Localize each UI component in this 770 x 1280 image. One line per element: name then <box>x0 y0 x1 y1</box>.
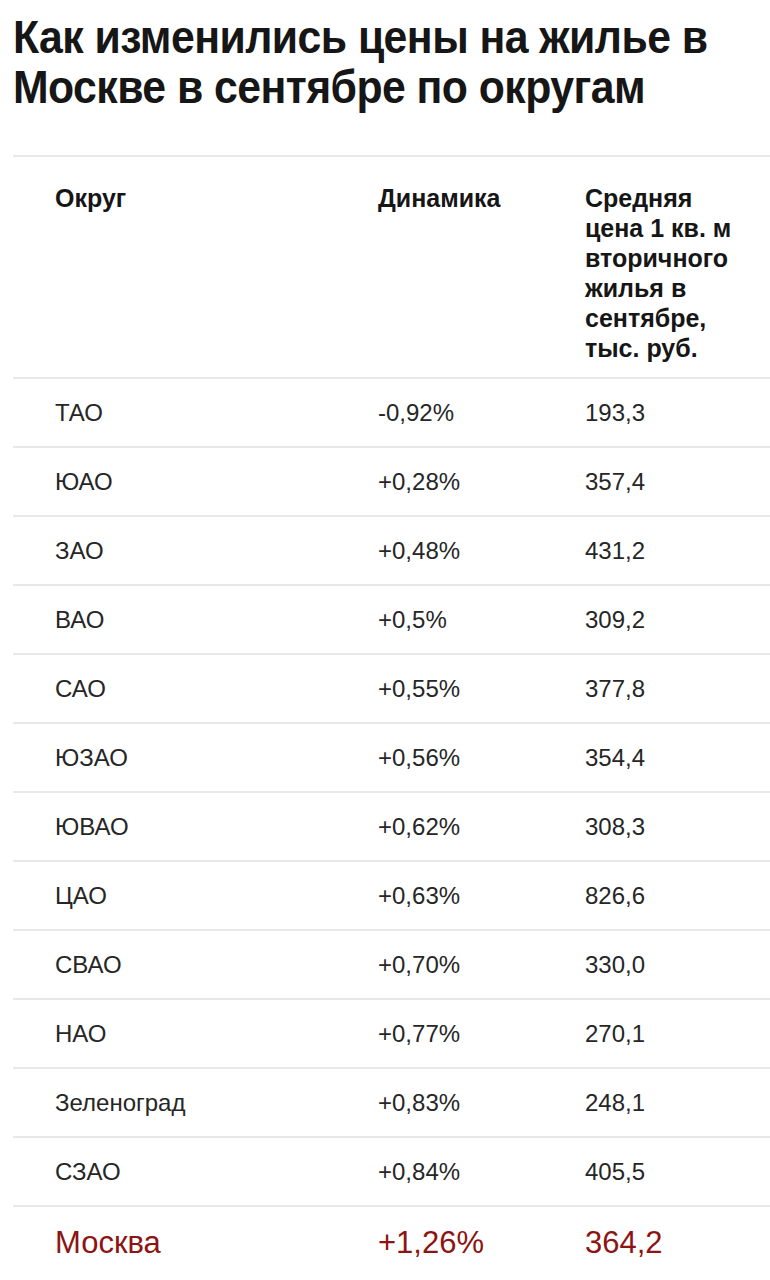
table-row: ЦАО +0,63% 826,6 <box>13 860 770 929</box>
dynamics-cell: +0,62% <box>378 813 585 841</box>
dynamics-cell: +0,5% <box>378 606 585 634</box>
price-cell: 826,6 <box>585 882 770 910</box>
table-body: ТАО -0,92% 193,3 ЮАО +0,28% 357,4 ЗАО +0… <box>13 377 770 1205</box>
district-cell: СЗАО <box>55 1158 378 1186</box>
district-cell: Зеленоград <box>55 1089 378 1117</box>
price-cell: 193,3 <box>585 399 770 427</box>
page-title-line-2: Москве в сентябре по округам <box>13 62 717 112</box>
price-cell: 248,1 <box>585 1089 770 1117</box>
dynamics-cell: +0,28% <box>378 468 585 496</box>
district-cell: СВАО <box>55 951 378 979</box>
price-cell: 377,8 <box>585 675 770 703</box>
price-cell: 354,4 <box>585 744 770 772</box>
table-header-row: Округ Динамика Средняя цена 1 кв. м втор… <box>13 155 770 377</box>
table-row: ЮВАО +0,62% 308,3 <box>13 791 770 860</box>
price-cell: 270,1 <box>585 1020 770 1048</box>
district-cell: ЗАО <box>55 537 378 565</box>
district-cell: ЮВАО <box>55 813 378 841</box>
dynamics-cell: +0,55% <box>378 675 585 703</box>
price-cell: 431,2 <box>585 537 770 565</box>
dynamics-cell: +0,56% <box>378 744 585 772</box>
table-row: ЮАО +0,28% 357,4 <box>13 446 770 515</box>
table-row: САО +0,55% 377,8 <box>13 653 770 722</box>
summary-dynamics-cell: +1,26% <box>378 1225 585 1261</box>
page-title: Как изменились цены на жилье в Москве в … <box>13 12 717 112</box>
summary-district-cell: Москва <box>55 1225 378 1261</box>
price-table: Округ Динамика Средняя цена 1 кв. м втор… <box>13 155 770 1279</box>
table-row: ВАО +0,5% 309,2 <box>13 584 770 653</box>
table-row: ЗАО +0,48% 431,2 <box>13 515 770 584</box>
district-cell: ЮАО <box>55 468 378 496</box>
table-row: СЗАО +0,84% 405,5 <box>13 1136 770 1205</box>
price-cell: 330,0 <box>585 951 770 979</box>
table-row: ЮЗАО +0,56% 354,4 <box>13 722 770 791</box>
page-title-line-1: Как изменились цены на жилье в <box>13 12 717 62</box>
dynamics-cell: +0,77% <box>378 1020 585 1048</box>
price-cell: 308,3 <box>585 813 770 841</box>
price-cell: 357,4 <box>585 468 770 496</box>
dynamics-cell: -0,92% <box>378 399 585 427</box>
table-row: Зеленоград +0,83% 248,1 <box>13 1067 770 1136</box>
price-cell: 309,2 <box>585 606 770 634</box>
district-cell: ВАО <box>55 606 378 634</box>
district-cell: САО <box>55 675 378 703</box>
summary-row-moscow: Москва +1,26% 364,2 <box>13 1205 770 1279</box>
infographic-page: Как изменились цены на жилье в Москве в … <box>0 0 770 1280</box>
dynamics-cell: +0,63% <box>378 882 585 910</box>
table-row: НАО +0,77% 270,1 <box>13 998 770 1067</box>
summary-price-cell: 364,2 <box>585 1225 770 1261</box>
price-cell: 405,5 <box>585 1158 770 1186</box>
district-cell: ЦАО <box>55 882 378 910</box>
district-cell: НАО <box>55 1020 378 1048</box>
dynamics-cell: +0,83% <box>378 1089 585 1117</box>
dynamics-cell: +0,48% <box>378 537 585 565</box>
table-row: ТАО -0,92% 193,3 <box>13 377 770 446</box>
dynamics-cell: +0,70% <box>378 951 585 979</box>
dynamics-cell: +0,84% <box>378 1158 585 1186</box>
column-header-district: Округ <box>55 183 378 363</box>
column-header-price: Средняя цена 1 кв. м вторичного жилья в … <box>585 183 735 363</box>
district-cell: ЮЗАО <box>55 744 378 772</box>
column-header-dynamics: Динамика <box>378 183 585 363</box>
district-cell: ТАО <box>55 399 378 427</box>
table-row: СВАО +0,70% 330,0 <box>13 929 770 998</box>
